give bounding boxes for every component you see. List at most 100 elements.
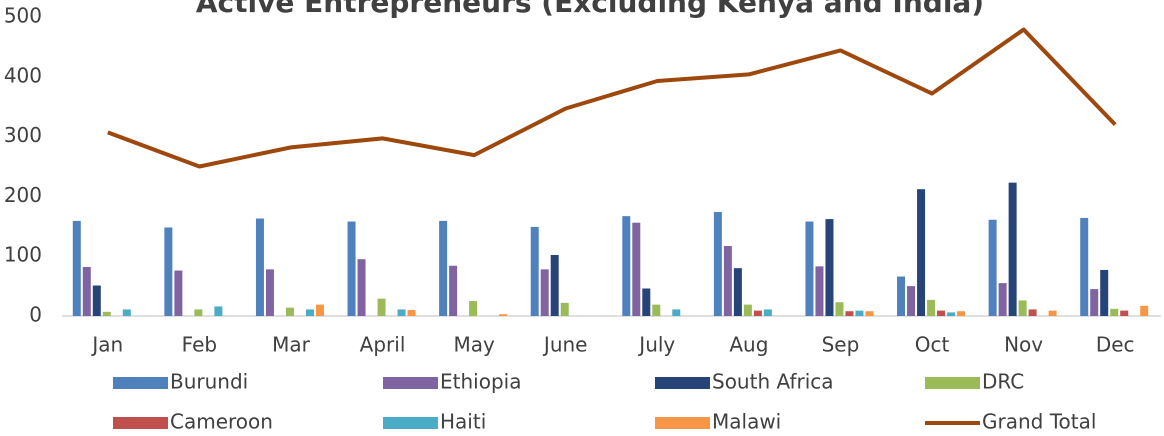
bar bbox=[753, 310, 762, 316]
bar bbox=[1048, 310, 1057, 316]
bar bbox=[439, 220, 448, 316]
bar bbox=[632, 222, 641, 316]
bar bbox=[713, 211, 722, 316]
bar bbox=[397, 309, 406, 316]
x-tick-label: Mar bbox=[272, 333, 311, 357]
bar bbox=[845, 311, 854, 316]
bar bbox=[1110, 308, 1119, 316]
bar bbox=[214, 306, 223, 316]
legend-swatch bbox=[383, 377, 438, 389]
x-tick-label: Aug bbox=[729, 333, 768, 357]
bar bbox=[723, 246, 732, 316]
legend-swatch bbox=[113, 377, 168, 389]
bar bbox=[1018, 300, 1027, 316]
bar bbox=[92, 285, 101, 316]
bar bbox=[622, 216, 631, 316]
bar bbox=[1028, 309, 1037, 316]
legend-label: DRC bbox=[982, 370, 1024, 394]
bar bbox=[499, 314, 508, 316]
bar bbox=[357, 259, 366, 316]
bar bbox=[255, 218, 264, 316]
y-tick-label: 400 bbox=[4, 63, 42, 87]
bar bbox=[315, 304, 324, 316]
bar bbox=[805, 221, 814, 316]
bar bbox=[855, 310, 864, 316]
bar bbox=[1100, 269, 1109, 316]
bar bbox=[947, 312, 956, 316]
bar bbox=[347, 221, 356, 316]
legend-label: Cameroon bbox=[170, 410, 273, 434]
legend-label: South Africa bbox=[712, 370, 834, 394]
bar bbox=[1008, 182, 1017, 316]
bar bbox=[407, 310, 416, 316]
bar bbox=[1080, 217, 1089, 316]
bar bbox=[102, 311, 111, 316]
bar bbox=[743, 304, 752, 316]
bar bbox=[988, 219, 997, 316]
bar bbox=[305, 309, 314, 316]
x-tick-label: July bbox=[637, 333, 675, 357]
bar bbox=[560, 302, 569, 316]
x-tick-label: Sep bbox=[822, 333, 860, 357]
bar bbox=[998, 283, 1007, 316]
legend-swatch bbox=[383, 417, 438, 429]
bar bbox=[652, 304, 661, 316]
y-tick-label: 500 bbox=[4, 4, 42, 28]
bar bbox=[672, 309, 681, 316]
legend-label: Malawi bbox=[712, 410, 781, 434]
bar bbox=[174, 270, 183, 316]
legend-swatch bbox=[655, 417, 710, 429]
x-tick-label: Dec bbox=[1096, 333, 1135, 357]
x-tick-label: Jan bbox=[90, 333, 123, 357]
legend-label: Ethiopia bbox=[440, 370, 521, 394]
bar bbox=[1120, 310, 1129, 316]
chart-title: Active Entrepreneurs (Excluding Kenya an… bbox=[196, 0, 984, 19]
bar bbox=[377, 298, 386, 316]
bar bbox=[82, 266, 91, 316]
bar bbox=[469, 301, 478, 316]
bar bbox=[550, 255, 559, 316]
bar bbox=[937, 310, 946, 316]
bar bbox=[530, 226, 539, 316]
bar bbox=[815, 266, 824, 316]
bar bbox=[907, 286, 916, 316]
line bbox=[107, 27, 1117, 169]
bar bbox=[1140, 305, 1149, 316]
bar bbox=[825, 219, 834, 316]
bar bbox=[285, 307, 294, 316]
bar bbox=[763, 309, 772, 316]
y-tick-label: 100 bbox=[4, 243, 42, 267]
legend-swatch bbox=[113, 417, 168, 429]
y-tick-label: 0 bbox=[29, 303, 42, 327]
bar bbox=[122, 309, 131, 316]
x-tick-label: April bbox=[360, 333, 406, 357]
x-tick-label: June bbox=[542, 333, 588, 357]
x-tick-label: Feb bbox=[182, 333, 217, 357]
bar bbox=[917, 189, 926, 316]
bar bbox=[642, 288, 651, 316]
x-tick-label: May bbox=[453, 333, 495, 357]
legend-swatch bbox=[925, 377, 980, 389]
bar bbox=[897, 276, 906, 316]
bar bbox=[865, 311, 874, 316]
bar bbox=[1090, 289, 1099, 316]
bar bbox=[927, 299, 936, 316]
bar bbox=[265, 269, 274, 316]
bar bbox=[164, 227, 173, 316]
bar bbox=[733, 268, 742, 316]
legend-label: Burundi bbox=[170, 370, 248, 394]
y-tick-label: 200 bbox=[4, 183, 42, 207]
bar bbox=[835, 302, 844, 316]
bar bbox=[194, 309, 203, 316]
bar bbox=[957, 311, 966, 316]
bar bbox=[449, 265, 458, 316]
y-tick-label: 300 bbox=[4, 123, 42, 147]
bar bbox=[540, 269, 549, 316]
legend-label: Grand Total bbox=[982, 410, 1096, 434]
legend-label: Haiti bbox=[440, 410, 486, 434]
x-tick-label: Oct bbox=[915, 333, 950, 357]
legend-swatch bbox=[655, 377, 710, 389]
x-tick-label: Nov bbox=[1004, 333, 1043, 357]
bar bbox=[72, 220, 81, 316]
